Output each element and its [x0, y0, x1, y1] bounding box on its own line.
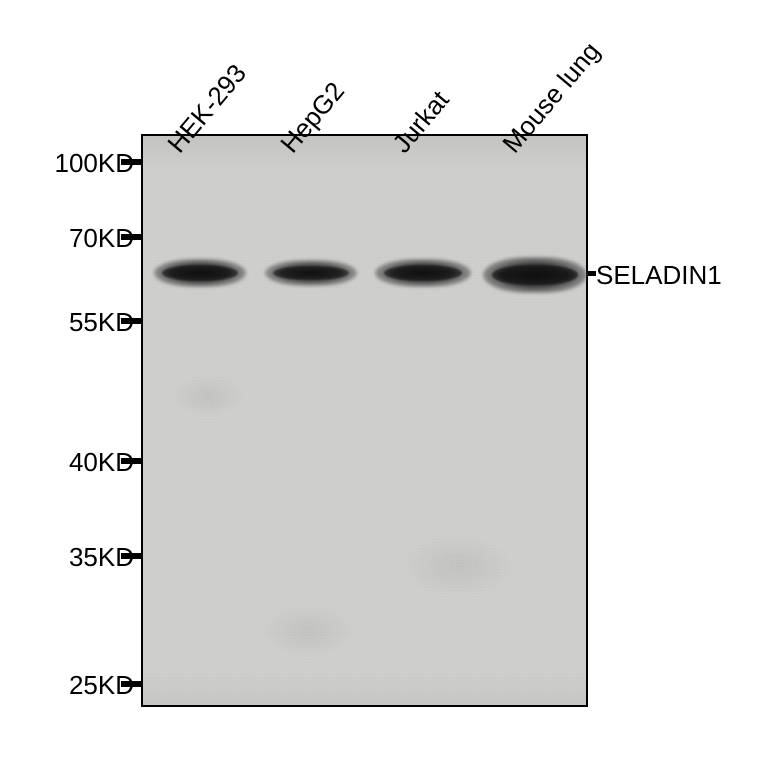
- band-core-lane-1: [273, 266, 348, 280]
- membrane-shade: [143, 136, 586, 705]
- mw-tick-35kd: [121, 553, 141, 559]
- blot-container: HEK-293 HepG2 Jurkat Mouse lung 100KD 70…: [0, 0, 764, 764]
- mw-tick-55kd: [121, 318, 141, 324]
- mw-tick-70kd: [121, 234, 141, 240]
- band-core-lane-2: [384, 265, 463, 280]
- blot-membrane: [141, 134, 588, 707]
- band-core-lane-0: [162, 265, 237, 280]
- protein-tick: [588, 271, 596, 276]
- mw-tick-25kd: [121, 681, 141, 687]
- smudge: [173, 376, 243, 416]
- protein-label-seladin1: SELADIN1: [596, 260, 722, 291]
- mw-tick-40kd: [121, 458, 141, 464]
- mw-tick-100kd: [121, 159, 141, 165]
- smudge: [263, 606, 353, 656]
- smudge: [403, 536, 513, 596]
- band-core-lane-3: [492, 265, 577, 285]
- membrane-grain: [143, 136, 586, 705]
